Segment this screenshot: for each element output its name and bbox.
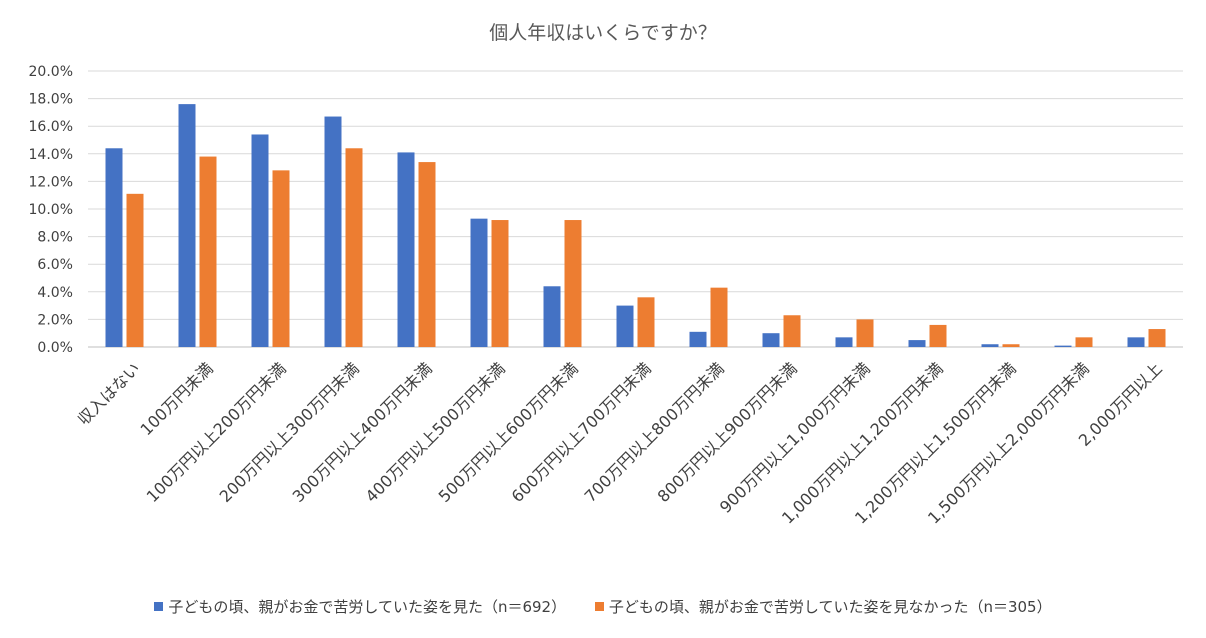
bar-series-1 <box>251 134 269 347</box>
y-tick-label: 20.0% <box>29 64 73 80</box>
legend-label-series-2: 子どもの頃、親がお金で苦労していた姿を見なかった（n＝305） <box>608 598 1052 616</box>
legend-item-series-1: 子どもの頃、親がお金で苦労していた姿を見た（n＝692） <box>154 596 566 617</box>
bar-series-1 <box>981 344 999 347</box>
x-tick-label: 400万円以上500万円未満 <box>362 359 509 506</box>
bar-series-2 <box>783 315 801 347</box>
x-tick-label: 100万円未満 <box>137 359 217 439</box>
y-tick-label: 12.0% <box>29 174 73 190</box>
bar-series-2 <box>1002 344 1020 347</box>
y-tick-label: 8.0% <box>37 230 73 246</box>
bar-series-2 <box>929 324 947 347</box>
legend-swatch-series-2 <box>594 602 604 611</box>
bar-series-2 <box>1075 337 1093 347</box>
x-tick-label: 700万円以上800万円未満 <box>581 359 728 506</box>
x-tick-label: 200万円以上300万円未満 <box>216 359 363 506</box>
x-tick-label: 1,500万円以上2,000万円未満 <box>924 359 1093 528</box>
y-tick-label: 14.0% <box>29 147 73 163</box>
legend-item-series-2: 子どもの頃、親がお金で苦労していた姿を見なかった（n＝305） <box>594 596 1052 617</box>
bar-series-1 <box>835 337 853 347</box>
bar-series-1 <box>105 148 123 347</box>
bar-series-2 <box>272 170 290 347</box>
x-tick-label: 収入はない <box>74 359 144 429</box>
legend-swatch-series-1 <box>154 602 164 611</box>
y-tick-label: 2.0% <box>37 312 73 328</box>
y-tick-label: 10.0% <box>29 202 73 218</box>
x-tick-label: 800万円以上900万円未満 <box>654 359 801 506</box>
x-tick-label: 600万円以上700万円未満 <box>508 359 655 506</box>
y-tick-label: 16.0% <box>29 119 73 135</box>
bar-series-2 <box>345 148 363 347</box>
x-tick-label: 500万円以上600万円未満 <box>435 359 582 506</box>
bar-series-1 <box>689 331 707 347</box>
bar-series-2 <box>418 162 436 347</box>
bar-series-1 <box>1127 337 1145 347</box>
bar-series-1 <box>324 116 342 347</box>
bar-series-2 <box>1148 329 1166 347</box>
x-tick-label: 300万円以上400万円未満 <box>289 359 436 506</box>
bar-series-1 <box>470 218 488 347</box>
bar-series-1 <box>397 152 415 347</box>
legend-label-series-1: 子どもの頃、親がお金で苦労していた姿を見た（n＝692） <box>168 598 567 616</box>
bar-series-2 <box>491 220 509 347</box>
y-tick-label: 0.0% <box>37 340 73 356</box>
bar-series-1 <box>178 104 196 348</box>
bar-series-2 <box>710 287 728 347</box>
bar-series-1 <box>1054 345 1072 347</box>
x-tick-label: 100万円以上200万円未満 <box>143 359 290 506</box>
bar-series-2 <box>637 297 655 347</box>
y-tick-label: 6.0% <box>37 257 73 273</box>
bar-series-1 <box>762 333 780 347</box>
chart-title: 個人年収はいくらですか？ <box>489 22 717 44</box>
bar-series-1 <box>543 286 561 347</box>
bar-series-2 <box>856 319 874 347</box>
x-tick-label: 900万円以上1,000万円未満 <box>716 359 874 517</box>
bar-series-2 <box>126 193 144 347</box>
bar-series-1 <box>908 340 926 347</box>
bar-series-2 <box>564 220 582 347</box>
y-tick-label: 4.0% <box>37 285 73 301</box>
bar-series-2 <box>199 156 217 347</box>
y-tick-label: 18.0% <box>29 92 73 108</box>
legend: 子どもの頃、親がお金で苦労していた姿を見た（n＝692） 子どもの頃、親がお金で… <box>0 596 1206 617</box>
bar-series-1 <box>616 305 634 347</box>
